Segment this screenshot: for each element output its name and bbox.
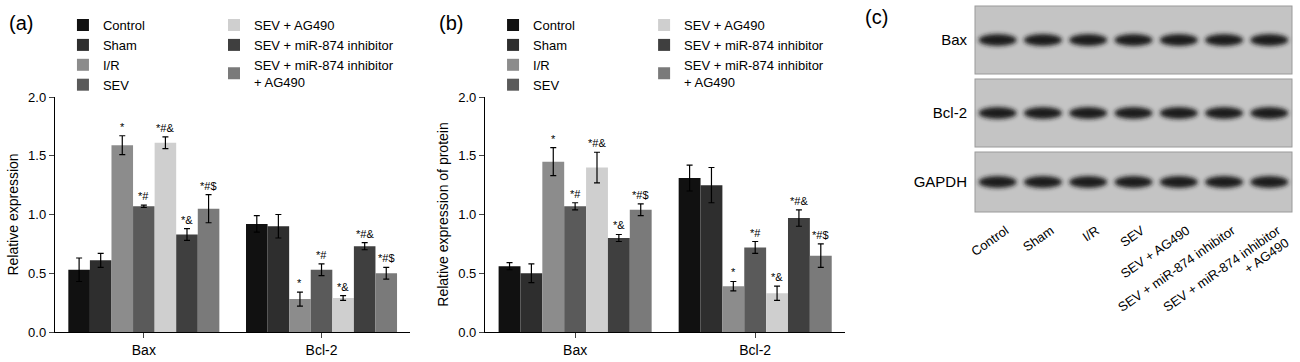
svg-text:*#: *# xyxy=(138,190,149,202)
svg-text:*: * xyxy=(297,277,302,289)
svg-text:I/R: I/R xyxy=(1080,223,1102,245)
svg-text:Control: Control xyxy=(968,223,1011,259)
svg-text:SEV + miR-874 inhibitor+ AG490: SEV + miR-874 inhibitor+ AG490 xyxy=(254,58,394,90)
svg-text:*#$: *#$ xyxy=(378,252,395,264)
svg-text:I/R: I/R xyxy=(103,58,120,73)
svg-text:SEV + miR-874 inhibitor+ AG490: SEV + miR-874 inhibitor+ AG490 xyxy=(684,58,824,90)
svg-text:0.5: 0.5 xyxy=(28,266,46,281)
svg-text:*#&: *#& xyxy=(790,195,808,207)
svg-text:Sham: Sham xyxy=(103,38,137,53)
svg-text:*&: *& xyxy=(771,271,783,283)
svg-text:SEV + miR-874 inhibitor: SEV + miR-874 inhibitor xyxy=(684,38,824,53)
svg-text:SEV + AG490: SEV + AG490 xyxy=(1117,222,1193,282)
svg-text:2.0: 2.0 xyxy=(28,90,46,105)
svg-text:SEV: SEV xyxy=(103,78,129,93)
svg-text:2.0: 2.0 xyxy=(458,90,476,105)
svg-text:(c): (c) xyxy=(865,6,888,28)
svg-text:SEV: SEV xyxy=(1117,223,1147,250)
svg-text:1.5: 1.5 xyxy=(458,148,476,163)
svg-text:Bcl-2: Bcl-2 xyxy=(933,104,967,121)
svg-text:*: * xyxy=(120,121,125,133)
svg-text:SEV + miR-874 inhibitor: SEV + miR-874 inhibitor xyxy=(254,38,394,53)
svg-text:SEV: SEV xyxy=(533,78,559,93)
svg-text:Bax: Bax xyxy=(941,31,967,48)
svg-text:Bcl-2: Bcl-2 xyxy=(306,342,338,358)
svg-text:Bcl-2: Bcl-2 xyxy=(739,342,771,358)
svg-text:0.0: 0.0 xyxy=(458,325,476,340)
svg-text:I/R: I/R xyxy=(533,58,550,73)
svg-text:1.0: 1.0 xyxy=(458,207,476,222)
svg-text:SEV + AG490: SEV + AG490 xyxy=(684,18,765,33)
svg-text:*: * xyxy=(551,133,556,145)
svg-text:Sham: Sham xyxy=(533,38,567,53)
svg-text:*#&: *#& xyxy=(356,228,374,240)
svg-text:0.0: 0.0 xyxy=(28,325,46,340)
svg-text:*#: *# xyxy=(570,188,581,200)
svg-text:1.0: 1.0 xyxy=(28,207,46,222)
svg-text:1.5: 1.5 xyxy=(28,148,46,163)
svg-text:*: * xyxy=(731,266,736,278)
svg-text:*&: *& xyxy=(181,214,193,226)
svg-text:Control: Control xyxy=(103,18,145,33)
svg-text:*&: *& xyxy=(613,219,625,231)
svg-text:Bax: Bax xyxy=(132,342,156,358)
svg-text:*#$: *#$ xyxy=(200,180,217,192)
svg-text:*#&: *#& xyxy=(156,122,174,134)
svg-text:*&: *& xyxy=(337,281,349,293)
svg-text:*#&: *#& xyxy=(588,137,606,149)
svg-text:Relative expression of protein: Relative expression of protein xyxy=(435,122,451,306)
svg-text:*#$: *#$ xyxy=(812,229,829,241)
svg-text:(b): (b) xyxy=(439,12,463,34)
svg-text:(a): (a) xyxy=(9,12,33,34)
svg-text:GAPDH: GAPDH xyxy=(914,173,967,190)
svg-text:0.5: 0.5 xyxy=(458,266,476,281)
svg-text:SEV + miR-874 inhibitor+ AG490: SEV + miR-874 inhibitor+ AG490 xyxy=(1161,222,1293,327)
svg-text:*#$: *#$ xyxy=(632,189,649,201)
svg-text:Control: Control xyxy=(533,18,575,33)
svg-text:*#: *# xyxy=(750,227,761,239)
svg-text:Relative expression: Relative expression xyxy=(5,153,21,275)
svg-text:Bax: Bax xyxy=(563,342,587,358)
svg-text:Sham: Sham xyxy=(1020,223,1056,255)
svg-text:*#: *# xyxy=(316,249,327,261)
svg-text:SEV + AG490: SEV + AG490 xyxy=(254,18,335,33)
